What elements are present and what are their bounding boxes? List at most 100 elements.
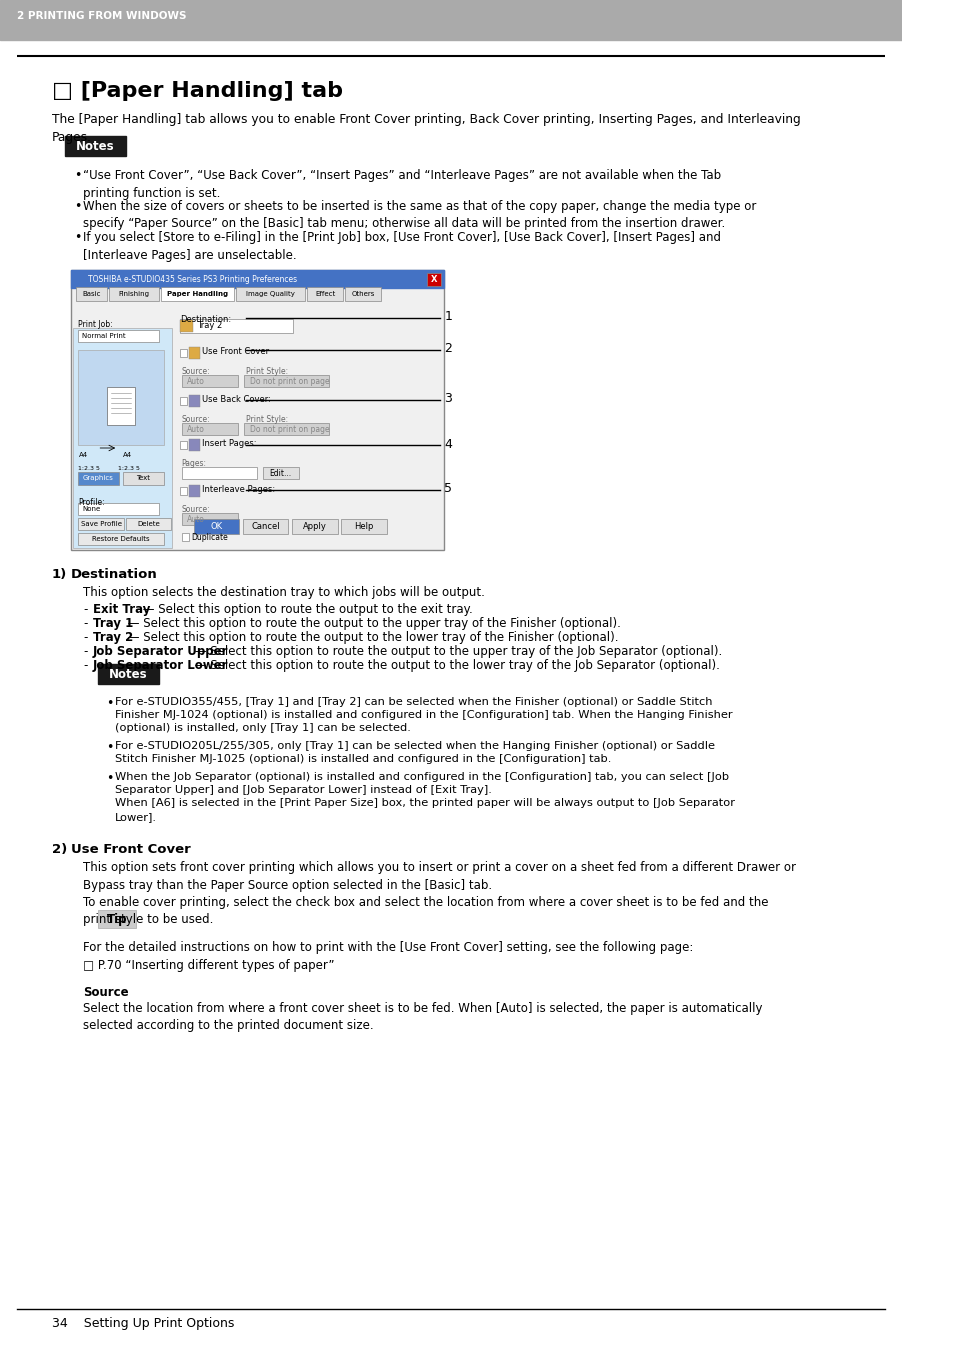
FancyBboxPatch shape [78, 517, 124, 530]
FancyBboxPatch shape [181, 534, 189, 540]
Text: Auto: Auto [187, 515, 205, 523]
FancyBboxPatch shape [193, 519, 239, 534]
Bar [72, 328, 172, 549]
Text: Tip: Tip [107, 912, 128, 925]
Text: Delete: Delete [137, 521, 160, 527]
Text: Print Style:: Print Style: [246, 367, 288, 376]
Text: Select the location from where a front cover sheet is to be fed. When [Auto] is : Select the location from where a front c… [83, 1002, 761, 1032]
Text: Source:: Source: [181, 367, 210, 376]
FancyBboxPatch shape [179, 486, 187, 494]
FancyBboxPatch shape [244, 376, 329, 386]
Text: None: None [82, 507, 100, 512]
Text: 4: 4 [444, 438, 452, 450]
Text: OK: OK [211, 521, 222, 531]
Text: Do not print on page: Do not print on page [250, 377, 329, 385]
Text: Cancel: Cancel [251, 521, 279, 531]
Text: •: • [73, 231, 81, 245]
Text: •: • [106, 740, 113, 754]
Text: Source:: Source: [181, 505, 210, 513]
Text: Apply: Apply [303, 521, 327, 531]
FancyBboxPatch shape [181, 423, 238, 435]
Text: This option sets front cover printing which allows you to insert or print a cove: This option sets front cover printing wh… [83, 861, 796, 927]
Text: Use Back Cover:: Use Back Cover: [202, 396, 271, 404]
Text: Auto: Auto [187, 424, 205, 434]
Text: Insert Pages:: Insert Pages: [202, 439, 256, 449]
FancyBboxPatch shape [78, 503, 158, 515]
FancyBboxPatch shape [65, 136, 126, 155]
FancyBboxPatch shape [179, 440, 187, 449]
Text: Print Job:: Print Job: [78, 320, 113, 330]
Text: For the detailed instructions on how to print with the [Use Front Cover] setting: For the detailed instructions on how to … [83, 942, 693, 971]
FancyBboxPatch shape [263, 467, 298, 480]
Text: Use Front Cover: Use Front Cover [202, 347, 269, 357]
Text: 34    Setting Up Print Options: 34 Setting Up Print Options [52, 1316, 234, 1329]
Text: Duplicate: Duplicate [191, 532, 228, 542]
Text: Print Style:: Print Style: [246, 415, 288, 424]
Text: For e-STUDIO355/455, [Tray 1] and [Tray 2] can be selected when the Finisher (op: For e-STUDIO355/455, [Tray 1] and [Tray … [115, 697, 732, 734]
Text: Destination: Destination [71, 567, 157, 581]
Text: Profile:: Profile: [78, 499, 105, 507]
Text: A4: A4 [123, 453, 132, 458]
Text: 2: 2 [444, 343, 452, 355]
FancyBboxPatch shape [98, 663, 158, 684]
Text: 2 PRINTING FROM WINDOWS: 2 PRINTING FROM WINDOWS [17, 11, 187, 22]
FancyBboxPatch shape [427, 273, 440, 286]
Text: This option selects the destination tray to which jobs will be output.: This option selects the destination tray… [83, 586, 484, 598]
Text: 3: 3 [444, 393, 452, 405]
Text: Job Separator Lower: Job Separator Lower [92, 659, 228, 671]
Text: X: X [430, 274, 436, 284]
Text: Basic: Basic [82, 290, 100, 297]
FancyBboxPatch shape [78, 471, 119, 485]
FancyBboxPatch shape [189, 347, 200, 359]
Text: Source: Source [83, 986, 129, 998]
Text: -: - [83, 659, 88, 671]
Text: Job Separator Upper: Job Separator Upper [92, 644, 228, 658]
Text: -: - [83, 644, 88, 658]
Text: Notes: Notes [76, 139, 114, 153]
Text: When the Job Separator (optional) is installed and configured in the [Configurat: When the Job Separator (optional) is ins… [115, 771, 735, 821]
Text: “Use Front Cover”, “Use Back Cover”, “Insert Pages” and “Interleave Pages” are n: “Use Front Cover”, “Use Back Cover”, “In… [83, 169, 720, 200]
FancyBboxPatch shape [71, 270, 444, 550]
FancyBboxPatch shape [109, 286, 158, 301]
FancyBboxPatch shape [78, 330, 158, 342]
Text: Others: Others [351, 290, 375, 297]
Text: -: - [83, 617, 88, 630]
Text: Image Quality: Image Quality [246, 290, 295, 297]
Text: Pages:: Pages: [181, 459, 206, 467]
Text: — Select this option to route the output to the upper tray of the Job Separator : — Select this option to route the output… [192, 644, 722, 658]
FancyBboxPatch shape [179, 320, 193, 332]
FancyBboxPatch shape [179, 319, 293, 332]
Text: — Select this option to route the output to the lower tray of the Job Separator : — Select this option to route the output… [192, 659, 720, 671]
FancyBboxPatch shape [126, 517, 171, 530]
Text: Finishing: Finishing [118, 290, 149, 297]
Bar [0, 0, 901, 41]
Text: — Select this option to route the output to the exit tray.: — Select this option to route the output… [139, 603, 473, 616]
Text: Do not print on page: Do not print on page [250, 424, 329, 434]
FancyBboxPatch shape [292, 519, 337, 534]
FancyBboxPatch shape [179, 349, 187, 357]
Text: •: • [106, 771, 113, 785]
Text: 1): 1) [52, 567, 67, 581]
FancyBboxPatch shape [236, 286, 305, 301]
Text: Tray 2: Tray 2 [196, 322, 222, 331]
Text: — Select this option to route the output to the lower tray of the Finisher (opti: — Select this option to route the output… [124, 631, 618, 644]
Text: 2): 2) [52, 843, 67, 857]
Text: Restore Defaults: Restore Defaults [92, 536, 150, 542]
Text: A4: A4 [78, 453, 88, 458]
Text: 1:2.3 5: 1:2.3 5 [78, 466, 100, 471]
Text: Exit Tray: Exit Tray [92, 603, 150, 616]
Text: -: - [83, 603, 88, 616]
Text: Source:: Source: [181, 415, 210, 424]
Text: The [Paper Handling] tab allows you to enable Front Cover printing, Back Cover p: The [Paper Handling] tab allows you to e… [52, 113, 800, 145]
FancyBboxPatch shape [75, 286, 107, 301]
Text: For e-STUDIO205L/255/305, only [Tray 1] can be selected when the Hanging Finishe: For e-STUDIO205L/255/305, only [Tray 1] … [115, 740, 715, 765]
FancyBboxPatch shape [345, 286, 380, 301]
Text: Effect: Effect [314, 290, 335, 297]
FancyBboxPatch shape [189, 439, 200, 451]
FancyBboxPatch shape [181, 513, 238, 526]
Text: 1:2.3 5: 1:2.3 5 [118, 466, 140, 471]
FancyBboxPatch shape [160, 286, 234, 301]
Text: •: • [73, 169, 81, 182]
Text: Destination:: Destination: [179, 315, 231, 324]
Bar [71, 270, 444, 288]
